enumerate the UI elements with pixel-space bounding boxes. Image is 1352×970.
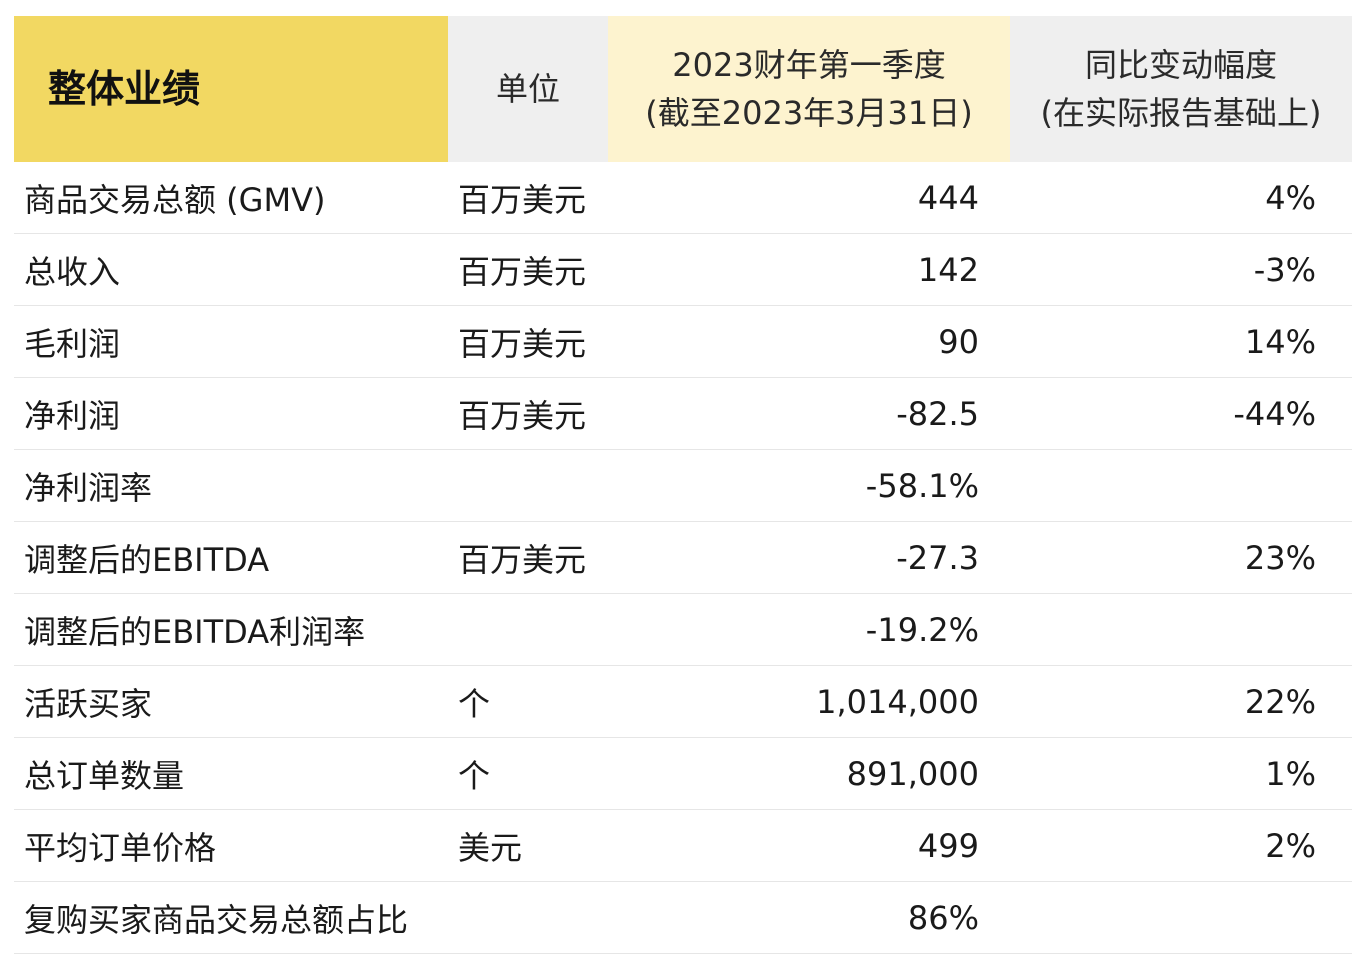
row-q1-value: -82.5 — [896, 394, 979, 433]
row-q1-value: 499 — [917, 826, 979, 865]
row-metric-name: 净利润率 — [24, 468, 153, 507]
row-q1-value: -19.2% — [865, 610, 979, 649]
column-header-unit: 单位 — [448, 16, 608, 162]
column-header-yoy-line2: (在实际报告基础上) — [1040, 94, 1322, 132]
table-header: 整体业绩 单位 2023财年第一季度 (截至2023年3月31日) 同比变动幅度… — [14, 16, 1352, 162]
row-unit: 个 — [458, 756, 491, 795]
row-q1-value: 142 — [917, 250, 979, 289]
row-metric-name: 商品交易总额 (GMV) — [24, 180, 326, 219]
row-unit: 百万美元 — [458, 396, 587, 435]
row-metric-name: 复购买家商品交易总额占比 — [24, 900, 409, 939]
performance-table: 整体业绩 单位 2023财年第一季度 (截至2023年3月31日) 同比变动幅度… — [14, 16, 1352, 954]
row-yoy-change: -44% — [1233, 394, 1316, 433]
row-unit: 百万美元 — [458, 252, 587, 291]
column-header-q1-line2: (截至2023年3月31日) — [645, 94, 973, 132]
row-metric-name: 毛利润 — [24, 324, 121, 363]
table-row: 净利润 百万美元 -82.5 -44% — [14, 378, 1352, 450]
row-q1-value: 1,014,000 — [816, 682, 979, 721]
row-q1-value: 86% — [907, 898, 979, 937]
row-yoy-change: 2% — [1265, 826, 1316, 865]
table-row: 调整后的EBITDA 百万美元 -27.3 23% — [14, 522, 1352, 594]
row-yoy-change: -3% — [1253, 250, 1316, 289]
table-row: 净利润率 -58.1% — [14, 450, 1352, 522]
table-row: 活跃买家 个 1,014,000 22% — [14, 666, 1352, 738]
row-unit: 百万美元 — [458, 324, 587, 363]
row-q1-value: -27.3 — [896, 538, 979, 577]
row-metric-name: 总收入 — [24, 252, 121, 291]
row-yoy-change: 1% — [1265, 754, 1316, 793]
row-metric-name: 活跃买家 — [24, 684, 153, 723]
table-row: 复购买家商品交易总额占比 86% — [14, 882, 1352, 954]
table-row: 平均订单价格 美元 499 2% — [14, 810, 1352, 882]
row-q1-value: 444 — [917, 178, 979, 217]
row-q1-value: -58.1% — [865, 466, 979, 505]
row-unit: 百万美元 — [458, 540, 587, 579]
row-metric-name: 净利润 — [24, 396, 121, 435]
row-yoy-change: 4% — [1265, 178, 1316, 217]
table-title: 整体业绩 — [14, 16, 448, 162]
table-row: 调整后的EBITDA利润率 -19.2% — [14, 594, 1352, 666]
row-metric-name: 调整后的EBITDA — [24, 540, 270, 579]
column-header-q1: 2023财年第一季度 (截至2023年3月31日) — [608, 16, 1010, 162]
row-yoy-change: 23% — [1244, 538, 1316, 577]
column-header-q1-line1: 2023财年第一季度 — [672, 46, 946, 84]
table-row: 商品交易总额 (GMV) 百万美元 444 4% — [14, 162, 1352, 234]
row-q1-value: 891,000 — [846, 754, 979, 793]
table-row: 毛利润 百万美元 90 14% — [14, 306, 1352, 378]
row-unit: 美元 — [458, 828, 523, 867]
row-q1-value: 90 — [938, 322, 979, 361]
row-yoy-change: 14% — [1244, 322, 1316, 361]
table-row: 总订单数量 个 891,000 1% — [14, 738, 1352, 810]
row-unit: 个 — [458, 684, 491, 723]
row-metric-name: 总订单数量 — [24, 756, 185, 795]
row-yoy-change: 22% — [1244, 682, 1316, 721]
row-unit: 百万美元 — [458, 180, 587, 219]
column-header-yoy-line1: 同比变动幅度 — [1084, 46, 1277, 84]
row-metric-name: 平均订单价格 — [24, 828, 217, 867]
column-header-yoy: 同比变动幅度 (在实际报告基础上) — [1010, 16, 1352, 162]
table-row: 总收入 百万美元 142 -3% — [14, 234, 1352, 306]
row-metric-name: 调整后的EBITDA利润率 — [24, 612, 366, 651]
